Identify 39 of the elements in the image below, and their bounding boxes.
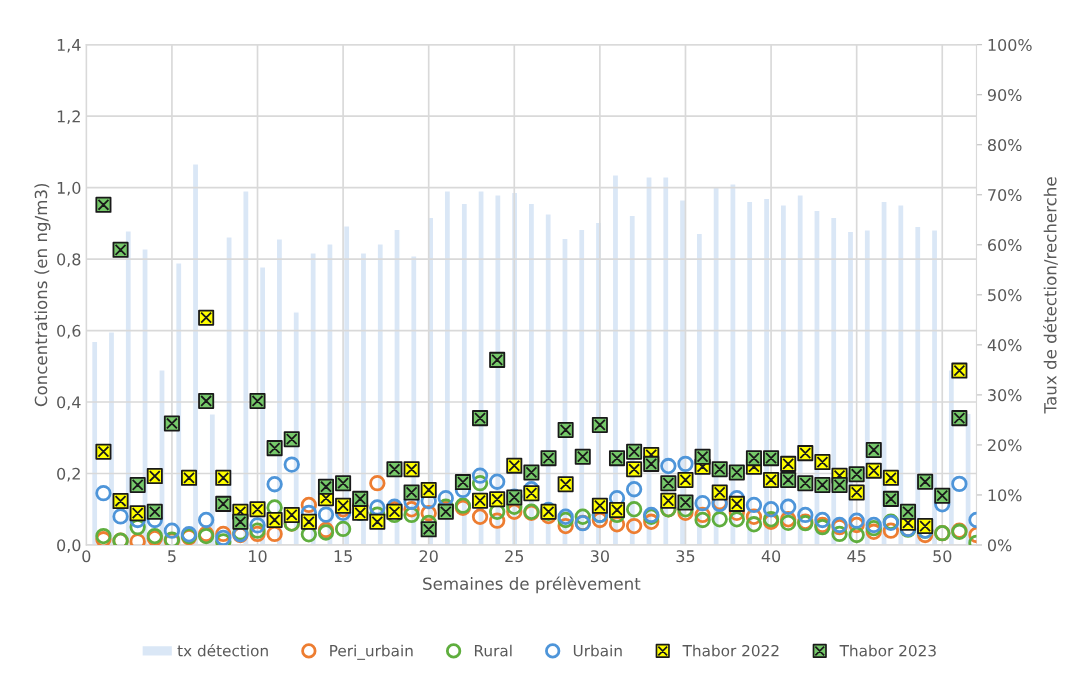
x-tick-label: 15 xyxy=(334,550,352,563)
y2-tick-label: 30% xyxy=(988,389,1022,402)
y-tick-label: 0,4 xyxy=(57,396,81,410)
y2-tick-label: 70% xyxy=(988,188,1022,202)
x-tick-label: 5 xyxy=(168,550,176,563)
y-tick-label: 0,0 xyxy=(57,539,81,553)
legend-label: tx détection xyxy=(177,644,268,657)
legend-label: Thabor 2023 xyxy=(839,644,936,657)
y-axis-title: Concentrations (en ng/m3) xyxy=(34,183,51,407)
y-tick-label: 0,2 xyxy=(57,467,80,482)
y2-tick-label: 90% xyxy=(987,88,1022,102)
x-tick-label: 40 xyxy=(761,550,781,563)
y-tick-label: 1,0 xyxy=(57,181,81,196)
legend-label: Urbain xyxy=(573,644,622,657)
x-tick-label: 30 xyxy=(590,550,609,563)
y2-tick-label: 40% xyxy=(987,339,1022,352)
x-tick-label: 20 xyxy=(419,550,438,563)
legend-label: Peri_urbain xyxy=(330,644,413,660)
y2-tick-label: 10% xyxy=(988,489,1022,502)
legend-label: Rural xyxy=(474,644,512,657)
y-tick-label: 0,6 xyxy=(57,324,81,339)
y2-tick-label: 100% xyxy=(988,38,1032,51)
x-tick-label: 35 xyxy=(676,550,695,563)
y2-tick-label: 60% xyxy=(988,239,1022,252)
y2-axis-title: Taux de détection/recherche xyxy=(1043,177,1058,414)
x-tick-label: 25 xyxy=(505,550,524,563)
y2-tick-label: 80% xyxy=(987,138,1022,152)
x-tick-label: 50 xyxy=(933,550,952,563)
x-tick-label: 45 xyxy=(847,550,866,563)
legend-label: Thabor 2022 xyxy=(682,644,779,657)
y-tick-label: 0,8 xyxy=(57,253,81,268)
y-tick-label: 1,2 xyxy=(57,110,80,125)
y2-tick-label: 50% xyxy=(988,289,1022,302)
y-tick-label: 1,4 xyxy=(57,39,81,53)
y2-tick-label: 20% xyxy=(988,439,1022,452)
x-tick-label: 0 xyxy=(82,550,91,563)
y2-tick-label: 0% xyxy=(987,539,1012,552)
x-axis-title: Semaines de prélèvement xyxy=(423,576,641,594)
x-tick-label: 10 xyxy=(249,550,267,563)
